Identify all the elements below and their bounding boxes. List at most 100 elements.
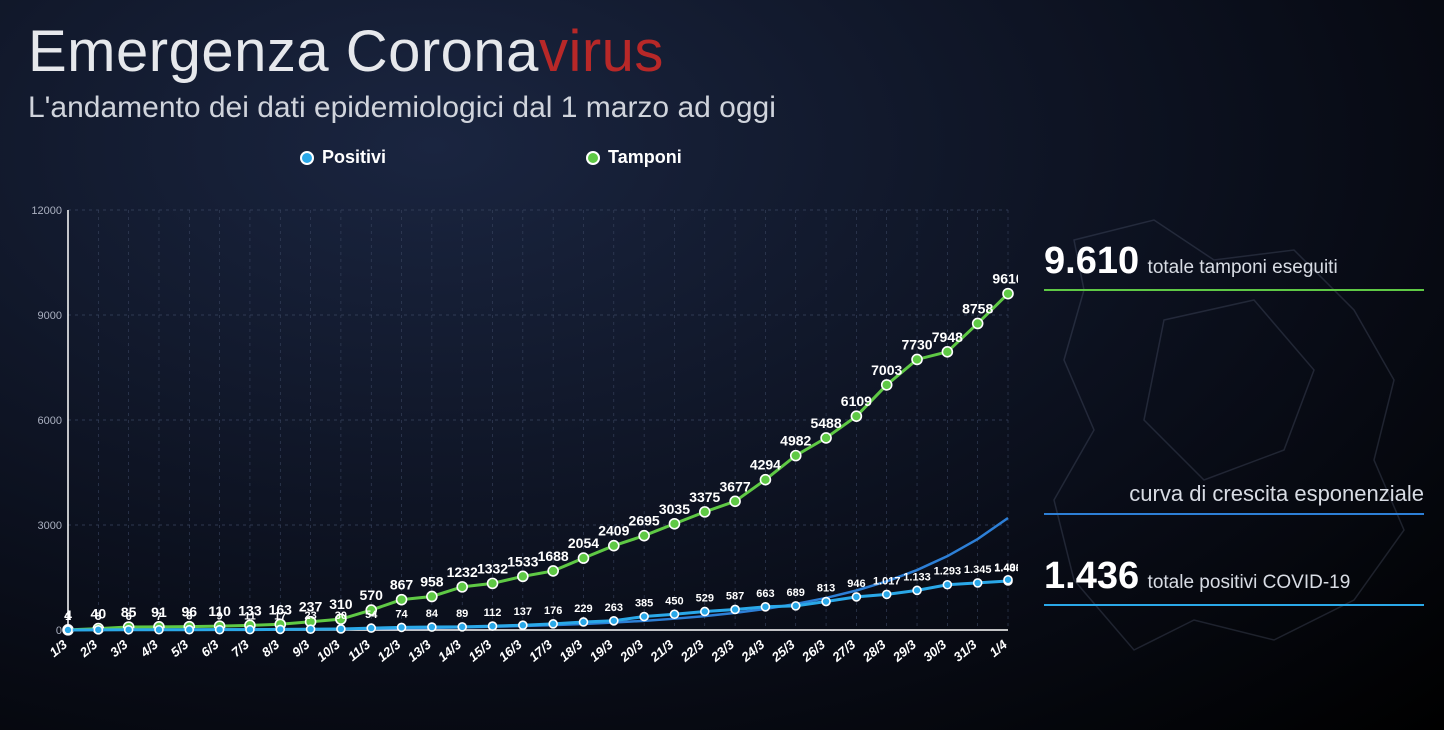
svg-text:385: 385 <box>635 598 653 610</box>
svg-text:11: 11 <box>244 611 256 623</box>
svg-text:1.436: 1.436 <box>994 563 1018 575</box>
stat-tamponi: 9.610 totale tamponi eseguiti <box>1044 240 1424 291</box>
svg-text:137: 137 <box>514 606 532 618</box>
svg-text:813: 813 <box>817 583 835 595</box>
svg-text:1.017: 1.017 <box>873 575 901 587</box>
svg-text:7730: 7730 <box>901 336 932 352</box>
stat-tamponi-number: 9.610 <box>1044 240 1139 282</box>
svg-text:1.345: 1.345 <box>964 564 992 576</box>
svg-text:7003: 7003 <box>871 362 902 378</box>
chart-svg: 0300060009000120001/32/33/34/35/36/37/38… <box>28 200 1018 680</box>
svg-text:7/3: 7/3 <box>228 636 252 660</box>
legend-item-tamponi: Tamponi <box>586 147 682 168</box>
svg-text:1: 1 <box>65 611 71 623</box>
title-part2: virus <box>539 19 664 84</box>
svg-text:0: 0 <box>56 625 62 637</box>
svg-text:15/3: 15/3 <box>465 636 495 664</box>
svg-text:22/3: 22/3 <box>677 636 707 665</box>
stat-positivi: 1.436 totale positivi COVID-19 <box>1044 555 1424 606</box>
svg-text:11/3: 11/3 <box>345 636 374 664</box>
svg-text:3035: 3035 <box>659 501 690 517</box>
svg-text:7948: 7948 <box>932 329 963 345</box>
svg-text:21/3: 21/3 <box>647 636 677 665</box>
svg-text:2054: 2054 <box>568 535 599 551</box>
svg-text:89: 89 <box>456 608 468 620</box>
svg-text:570: 570 <box>360 587 384 603</box>
svg-text:112: 112 <box>484 607 502 619</box>
svg-text:3677: 3677 <box>720 478 751 494</box>
stat-positivi-label: totale positivi COVID-19 <box>1148 572 1351 593</box>
svg-text:19/3: 19/3 <box>587 636 617 664</box>
svg-text:4294: 4294 <box>750 457 781 473</box>
svg-text:7: 7 <box>156 611 162 623</box>
svg-text:9610: 9610 <box>992 271 1018 287</box>
svg-text:13/3: 13/3 <box>405 636 435 664</box>
svg-text:74: 74 <box>395 608 408 620</box>
page-title: Emergenza Coronavirus <box>28 18 1416 85</box>
svg-text:6/3: 6/3 <box>198 636 222 660</box>
svg-text:26/3: 26/3 <box>798 636 828 665</box>
legend-dot-tamponi <box>586 151 600 165</box>
svg-text:20/3: 20/3 <box>616 636 646 665</box>
stat-positivi-rule <box>1044 604 1424 606</box>
svg-text:2409: 2409 <box>598 523 629 539</box>
svg-text:867: 867 <box>390 577 414 593</box>
svg-text:18/3: 18/3 <box>556 636 586 664</box>
line-chart: 0300060009000120001/32/33/34/35/36/37/38… <box>28 200 1018 680</box>
svg-text:1688: 1688 <box>538 548 569 564</box>
curve-growth-label: curva di crescita esponenziale <box>1044 481 1424 507</box>
svg-text:30/3: 30/3 <box>920 636 950 664</box>
svg-text:5: 5 <box>95 611 101 623</box>
svg-text:689: 689 <box>787 587 805 599</box>
svg-text:1/3: 1/3 <box>46 636 70 660</box>
legend-item-positivi: Positivi <box>300 147 386 168</box>
svg-text:27/3: 27/3 <box>829 636 859 665</box>
svg-text:3375: 3375 <box>689 489 720 505</box>
svg-text:263: 263 <box>605 602 623 614</box>
svg-text:23/3: 23/3 <box>707 636 737 665</box>
svg-text:5/3: 5/3 <box>168 636 192 660</box>
svg-text:25/3: 25/3 <box>768 636 798 665</box>
stat-positivi-number: 1.436 <box>1044 555 1139 597</box>
svg-text:30: 30 <box>335 610 347 622</box>
svg-text:2695: 2695 <box>629 513 660 529</box>
svg-text:9: 9 <box>217 611 223 623</box>
svg-text:29/3: 29/3 <box>889 636 919 665</box>
svg-text:1.293: 1.293 <box>934 566 962 578</box>
legend-label-tamponi: Tamponi <box>608 147 682 168</box>
svg-text:10/3: 10/3 <box>314 636 344 664</box>
svg-text:2/3: 2/3 <box>76 636 101 660</box>
svg-text:14/3: 14/3 <box>435 636 465 664</box>
svg-text:4/3: 4/3 <box>137 636 162 660</box>
svg-text:6109: 6109 <box>841 393 872 409</box>
svg-text:9000: 9000 <box>38 310 62 322</box>
svg-text:3000: 3000 <box>38 520 62 532</box>
svg-text:16/3: 16/3 <box>496 636 526 664</box>
page-subtitle: L'andamento dei dati epidemiologici dal … <box>28 91 1416 125</box>
svg-text:23: 23 <box>304 610 316 622</box>
legend-label-positivi: Positivi <box>322 147 386 168</box>
svg-text:176: 176 <box>544 605 562 617</box>
svg-text:3/3: 3/3 <box>107 636 131 660</box>
svg-text:663: 663 <box>756 588 774 600</box>
svg-text:17/3: 17/3 <box>526 636 556 664</box>
svg-text:12/3: 12/3 <box>374 636 404 664</box>
svg-text:6: 6 <box>126 611 132 623</box>
svg-text:8: 8 <box>186 611 192 623</box>
svg-text:84: 84 <box>426 608 439 620</box>
svg-text:17: 17 <box>274 610 286 622</box>
legend-dot-positivi <box>300 151 314 165</box>
svg-text:1232: 1232 <box>447 564 478 580</box>
svg-text:529: 529 <box>696 592 714 604</box>
svg-text:28/3: 28/3 <box>859 636 889 665</box>
svg-text:54: 54 <box>365 609 378 621</box>
title-part1: Emergenza Corona <box>28 19 539 84</box>
svg-text:24/3: 24/3 <box>738 636 768 665</box>
svg-text:4982: 4982 <box>780 433 811 449</box>
chart-legend: Positivi Tamponi <box>0 147 1444 168</box>
svg-text:946: 946 <box>847 578 865 590</box>
svg-text:8758: 8758 <box>962 300 993 316</box>
svg-text:5488: 5488 <box>810 415 841 431</box>
svg-text:31/3: 31/3 <box>951 636 981 664</box>
svg-text:9/3: 9/3 <box>289 636 313 660</box>
